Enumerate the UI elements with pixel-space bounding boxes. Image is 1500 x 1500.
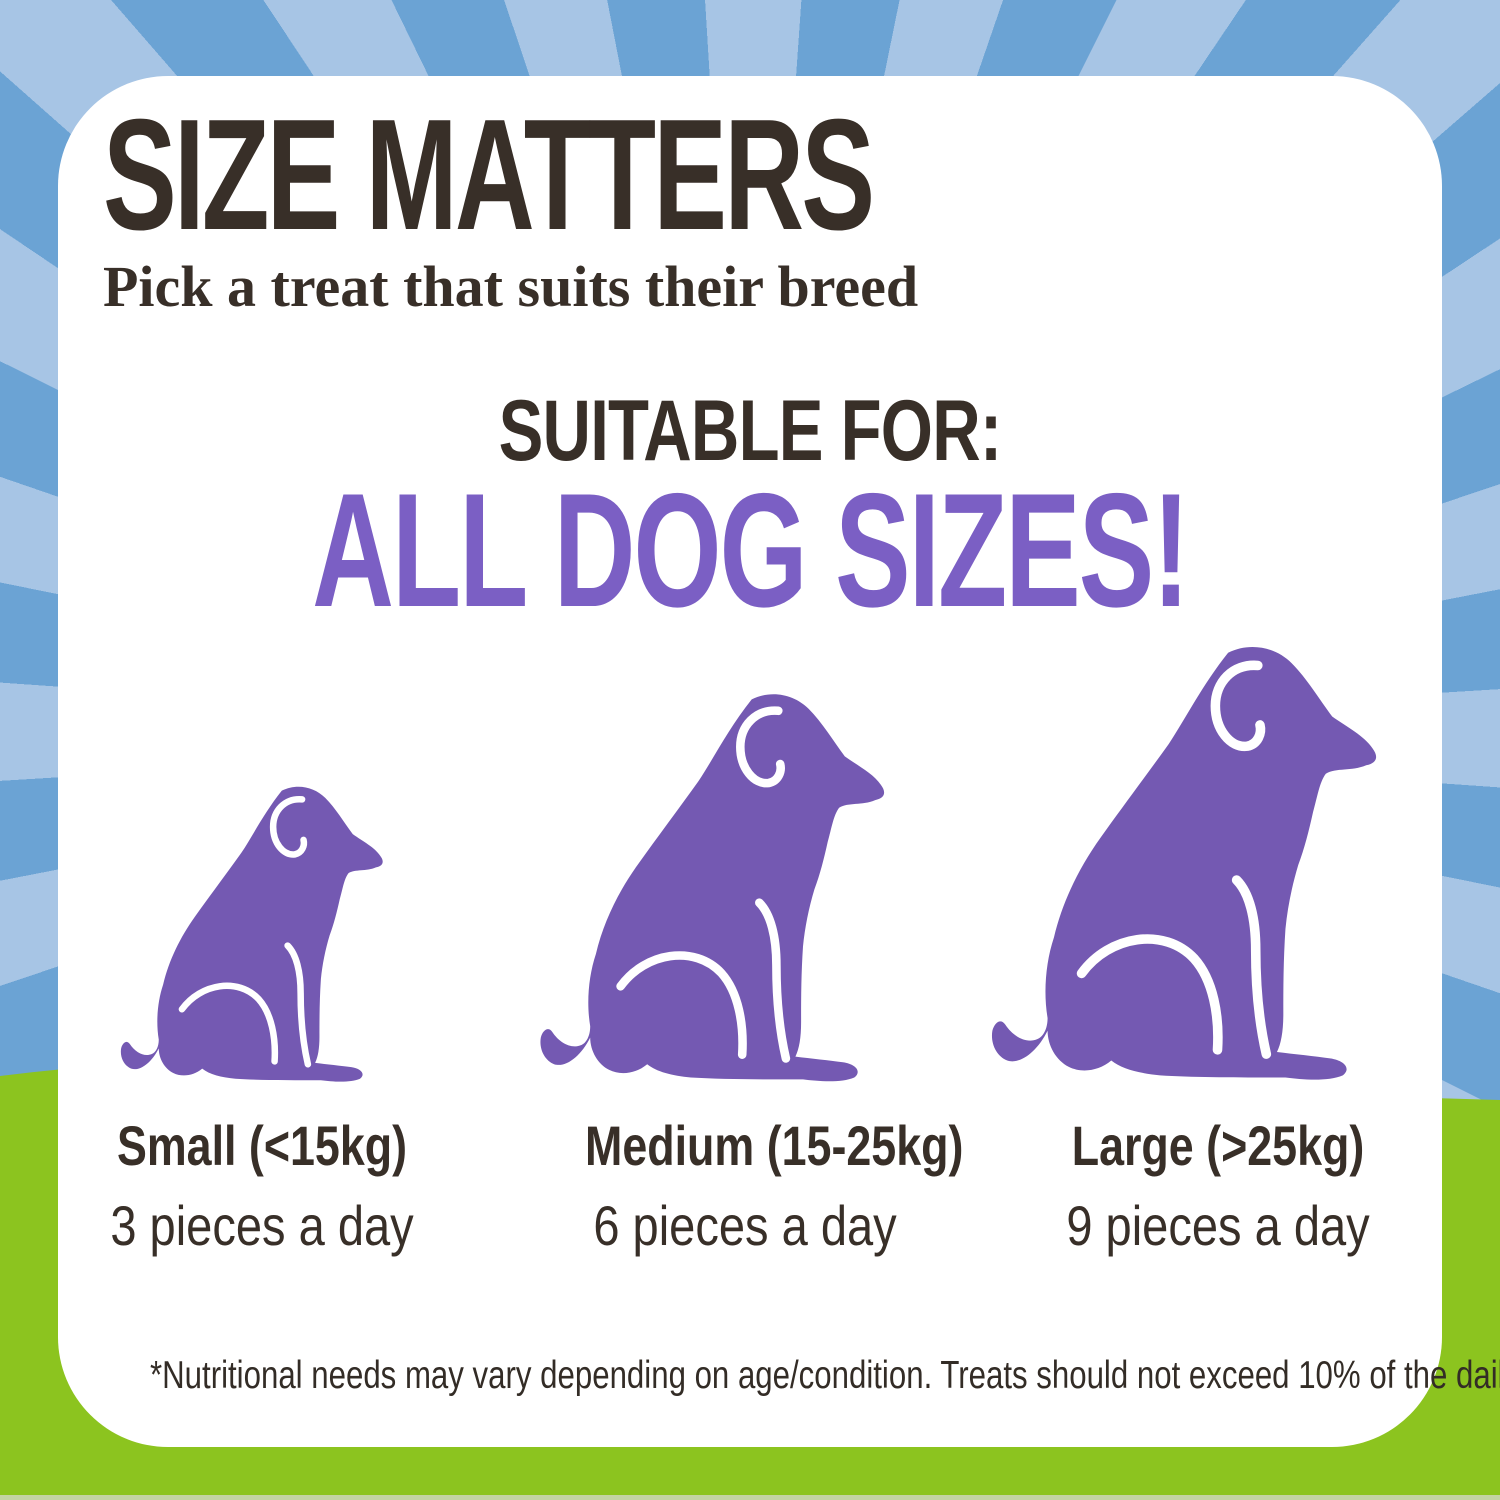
size-column-large: Large (>25kg) 9 pieces a day (1018, 1118, 1418, 1254)
size-pieces-large: 9 pieces a day (1066, 1194, 1370, 1257)
dog-silhouette-small-icon (118, 782, 408, 1086)
size-column-medium: Medium (15-25kg) 6 pieces a day (545, 1114, 964, 1257)
dog-silhouette-large-icon (988, 640, 1413, 1086)
size-column-small: Small (<15kg) 3 pieces a day (62, 1118, 462, 1254)
size-pieces-small: 3 pieces a day (110, 1194, 414, 1257)
suitable-for-label: SUITABLE FOR: (498, 383, 1003, 479)
dog-silhouette-medium-icon (537, 688, 917, 1087)
bottom-edge-line (0, 1495, 1500, 1500)
size-name-large: Large (>25kg) (1071, 1114, 1365, 1177)
size-name-medium: Medium (15-25kg) (585, 1114, 964, 1177)
page-subtitle: Pick a treat that suits their breed (103, 254, 919, 319)
suitable-for-value: ALL DOG SIZES! (312, 460, 1190, 641)
nutritional-footnote: *Nutritional needs may vary depending on… (150, 1354, 1500, 1397)
size-pieces-medium: 6 pieces a day (593, 1194, 897, 1257)
size-name-small: Small (<15kg) (116, 1114, 408, 1177)
page-title: SIZE MATTERS (103, 87, 875, 263)
